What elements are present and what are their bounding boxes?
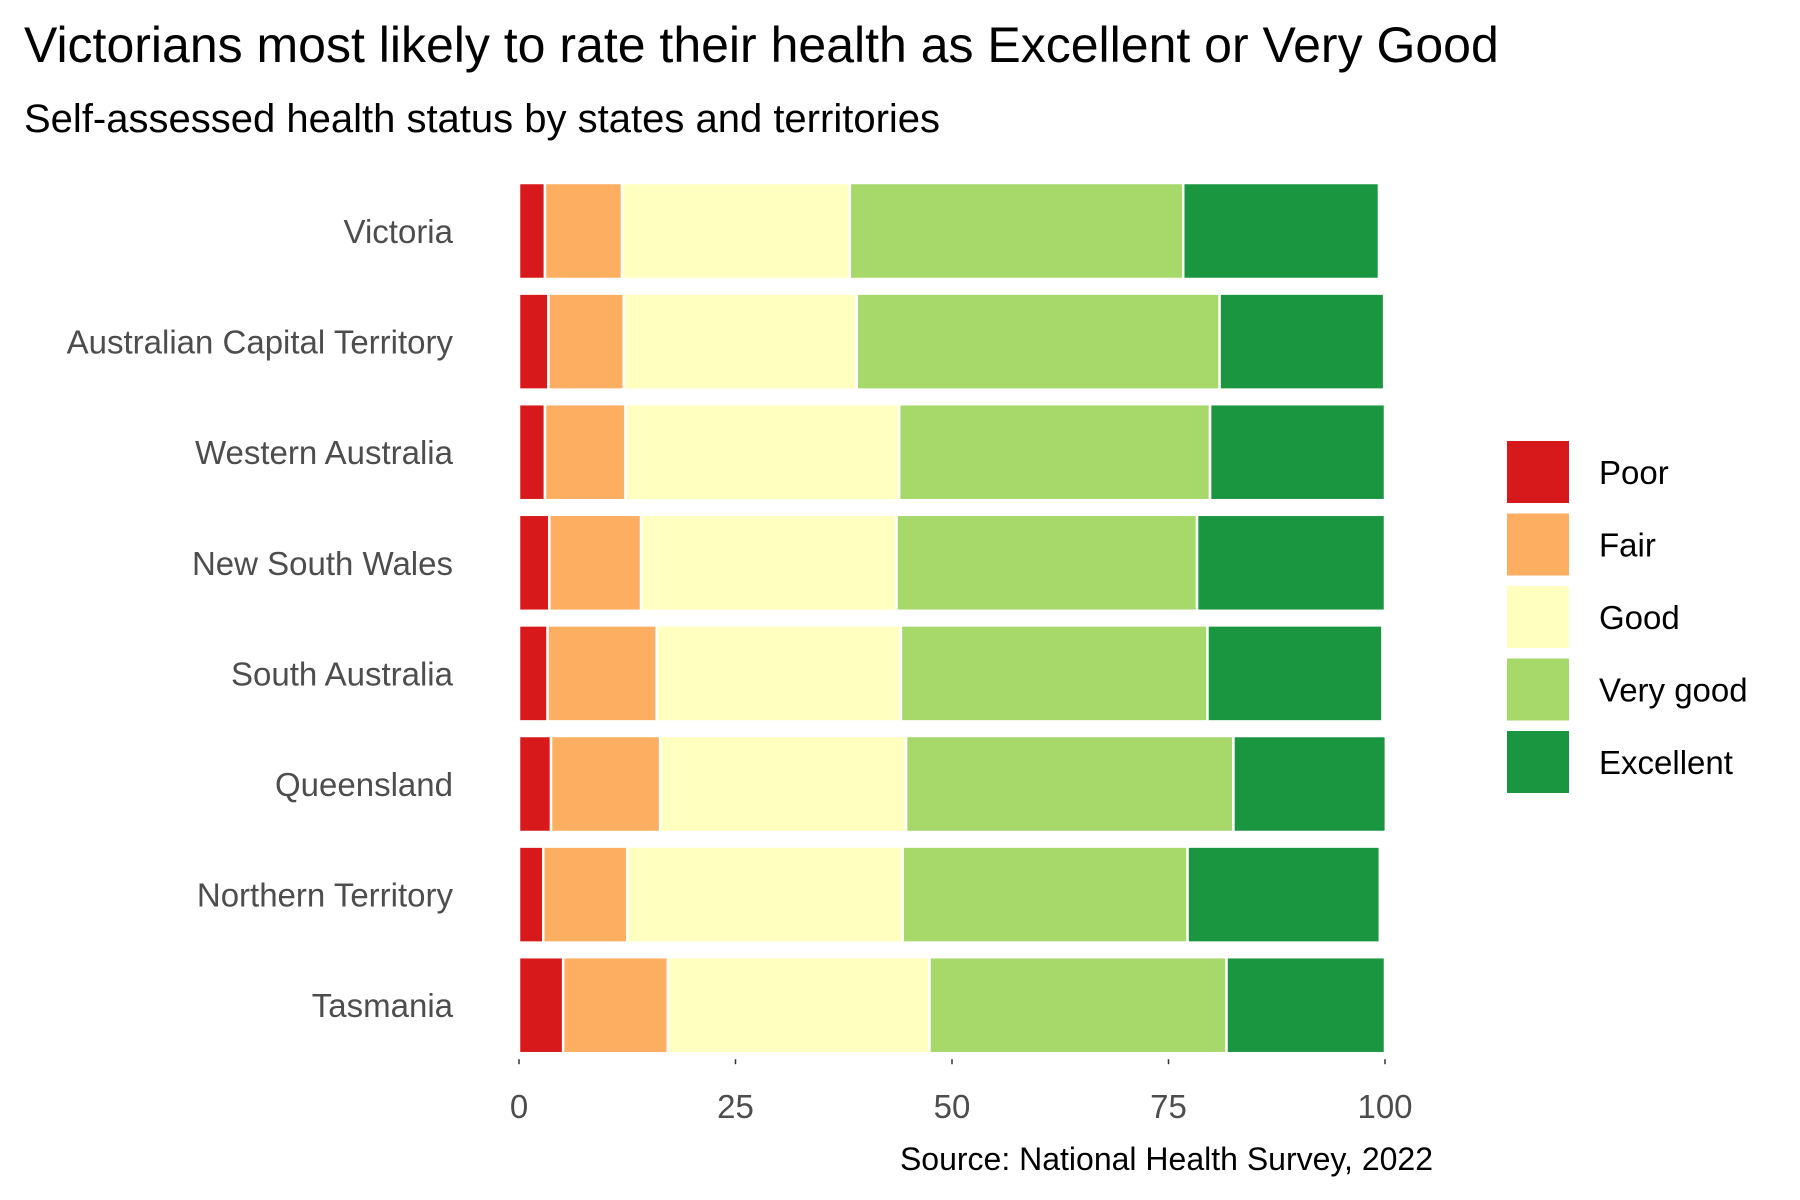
x-tick-label: 50 <box>934 1088 971 1125</box>
legend-swatch-excellent <box>1507 731 1569 793</box>
bar-northern-territory-good <box>626 845 904 944</box>
category-label: Northern Territory <box>197 877 454 914</box>
legend-swatch-poor <box>1507 441 1569 503</box>
category-label: Australian Capital Territory <box>67 324 454 361</box>
category-label: Western Australia <box>195 434 454 471</box>
bar-australian-capital-territory-fair <box>547 292 626 391</box>
bar-new-south-wales-poor <box>517 513 551 613</box>
bar-new-south-wales-very-good <box>895 513 1199 613</box>
bar-new-south-wales-excellent <box>1195 513 1387 613</box>
bar-northern-territory-poor <box>517 845 545 944</box>
bar-western-australia-fair <box>543 402 627 502</box>
legend: Poor Fair Good Very good Excellent <box>1507 441 1748 793</box>
bar-victoria-excellent <box>1181 181 1381 281</box>
chart-title: Victorians most likely to rate their hea… <box>24 17 1499 73</box>
bar-australian-capital-territory-poor <box>517 292 550 391</box>
legend-label-good: Good <box>1599 599 1680 636</box>
category-label: South Australia <box>231 655 454 692</box>
category-label: Tasmania <box>312 987 454 1024</box>
bar-victoria-good <box>620 181 852 281</box>
bars-layer <box>517 181 1388 1055</box>
bar-western-australia-poor <box>517 402 547 502</box>
bar-northern-territory-fair <box>542 845 629 944</box>
category-label: Queensland <box>275 766 453 803</box>
legend-swatch-very-good <box>1507 658 1569 721</box>
bar-queensland-poor <box>517 734 553 834</box>
legend-swatch-good <box>1507 586 1569 648</box>
bar-australian-capital-territory-good <box>622 292 858 391</box>
bar-queensland-good <box>658 734 908 834</box>
bar-northern-territory-very-good <box>901 845 1189 944</box>
bar-northern-territory-excellent <box>1186 845 1382 944</box>
x-tick-label: 75 <box>1150 1088 1187 1125</box>
bar-south-australia-excellent <box>1206 624 1384 723</box>
x-tick-label: 25 <box>717 1088 754 1125</box>
bar-new-south-wales-good <box>639 513 898 613</box>
bar-victoria-poor <box>517 181 547 281</box>
bar-tasmania-poor <box>517 955 565 1055</box>
legend-swatch-fair <box>1507 513 1569 576</box>
bar-western-australia-very-good <box>897 402 1212 502</box>
bar-tasmania-fair <box>561 955 670 1055</box>
legend-label-poor: Poor <box>1599 454 1669 491</box>
category-label: Victoria <box>344 213 454 250</box>
category-labels: Victoria Australian Capital Territory West… <box>67 213 454 1024</box>
bar-australian-capital-territory-excellent <box>1218 292 1386 391</box>
bar-tasmania-excellent <box>1225 955 1387 1055</box>
legend-label-excellent: Excellent <box>1599 744 1733 781</box>
chart-caption: Source: National Health Survey, 2022 <box>900 1141 1433 1177</box>
legend-label-fair: Fair <box>1599 527 1656 564</box>
bar-south-australia-very-good <box>899 624 1209 723</box>
bar-queensland-very-good <box>904 734 1235 834</box>
bar-south-australia-fair <box>546 624 658 723</box>
bar-victoria-very-good <box>848 181 1185 281</box>
x-tick-label: 0 <box>510 1088 528 1125</box>
bar-queensland-excellent <box>1232 734 1388 834</box>
bar-south-australia-good <box>655 624 903 723</box>
chart-subtitle: Self-assessed health status by states an… <box>24 97 940 141</box>
bar-victoria-fair <box>543 181 624 281</box>
bar-south-australia-poor <box>517 624 549 723</box>
bar-western-australia-excellent <box>1208 402 1387 502</box>
category-label: New South Wales <box>192 545 453 582</box>
bar-western-australia-good <box>624 402 901 502</box>
bar-tasmania-good <box>666 955 931 1055</box>
bar-australian-capital-territory-very-good <box>855 292 1221 391</box>
bar-queensland-fair <box>549 734 662 834</box>
x-tick-label: 100 <box>1357 1088 1412 1125</box>
bar-tasmania-very-good <box>928 955 1228 1055</box>
bar-new-south-wales-fair <box>548 513 643 613</box>
x-axis-ticks: 0 25 50 75 100 <box>510 1059 1413 1125</box>
legend-label-very-good: Very good <box>1599 672 1748 709</box>
